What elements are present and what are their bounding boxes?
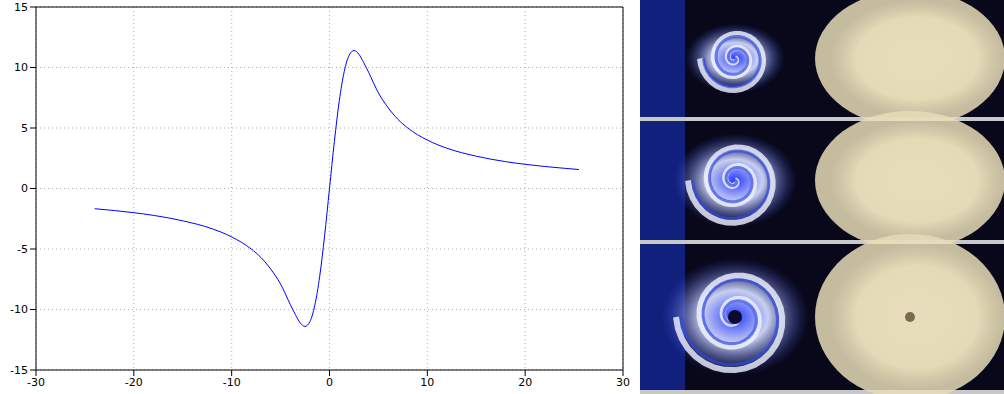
svg-text:30: 30 bbox=[616, 376, 630, 389]
svg-text:0: 0 bbox=[21, 182, 28, 195]
svg-text:5: 5 bbox=[21, 122, 28, 135]
svg-text:10: 10 bbox=[420, 376, 434, 389]
svg-text:10: 10 bbox=[14, 61, 28, 74]
svg-text:0: 0 bbox=[326, 376, 333, 389]
svg-text:-20: -20 bbox=[125, 376, 143, 389]
svg-text:-5: -5 bbox=[17, 243, 28, 256]
svg-text:-10: -10 bbox=[223, 376, 241, 389]
svg-text:-30: -30 bbox=[27, 376, 45, 389]
svg-text:-15: -15 bbox=[10, 364, 28, 377]
svg-text:20: 20 bbox=[518, 376, 532, 389]
svg-text:-10: -10 bbox=[10, 303, 28, 316]
svg-text:15: 15 bbox=[14, 1, 28, 14]
